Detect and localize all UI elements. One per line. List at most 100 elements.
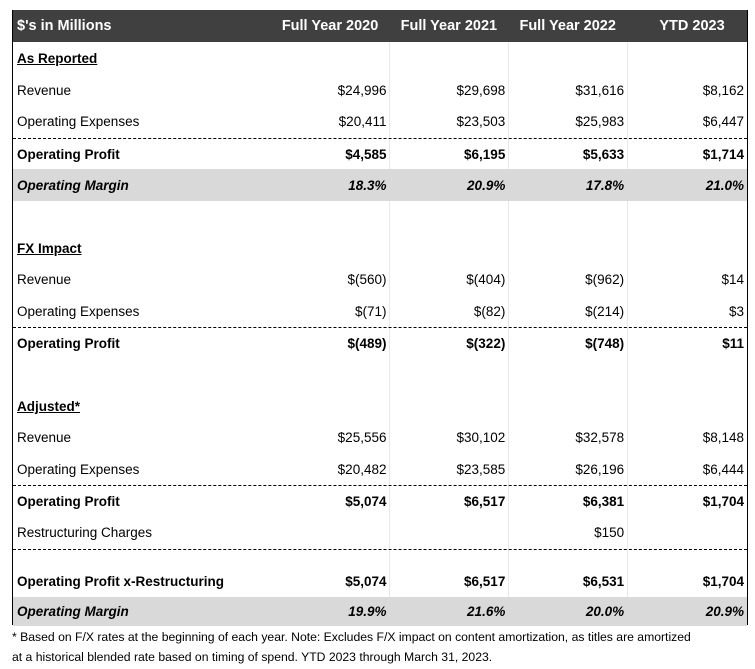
section-header: FX Impact	[13, 233, 747, 265]
value-cell: $(489)	[347, 336, 387, 352]
table-row: Operating Margin 19.9% 21.6% 20.0% 20.9%	[13, 596, 747, 626]
section-header: Adjusted*	[13, 391, 747, 423]
value-cell: 21.0%	[705, 177, 745, 193]
column-header: Full Year 2022	[519, 18, 616, 34]
column-divider	[508, 42, 509, 623]
table-row: Restructuring Charges $150	[13, 517, 747, 549]
value-cell: $(71)	[354, 304, 387, 320]
row-label: Operating Expenses	[13, 304, 271, 319]
footnote: * Based on F/X rates at the beginning of…	[12, 627, 752, 667]
table-row: Revenue $(560) $(404) $(962) $14	[13, 264, 747, 296]
value-cell: $24,996	[337, 82, 387, 98]
value-cell: $(214)	[585, 304, 625, 320]
column-divider	[627, 42, 628, 623]
value-cell: $(962)	[585, 272, 625, 288]
value-cell: $6,517	[464, 494, 506, 510]
row-label: Operating Margin	[13, 604, 271, 619]
value-cell: $5,074	[345, 494, 387, 510]
row-label-text: FX Impact	[17, 240, 82, 256]
value-cell: 19.9%	[348, 603, 387, 619]
row-label-text: Operating Profit	[17, 146, 120, 162]
value-cell: $25,556	[337, 430, 387, 446]
value-cell: $20,411	[338, 114, 387, 130]
financial-table: $'s in Millions Full Year 2020 Full Year…	[12, 10, 748, 626]
value-cell: $4,585	[345, 146, 387, 162]
table-header: $'s in Millions Full Year 2020 Full Year…	[13, 10, 747, 42]
value-cell: $20,482	[337, 462, 387, 478]
column-header: Full Year 2021	[400, 18, 498, 34]
value-cell: 20.0%	[585, 603, 625, 619]
row-label-text: Operating Profit	[17, 336, 120, 352]
value-cell: $31,616	[575, 82, 625, 98]
value-cell: $23,503	[456, 114, 506, 130]
row-label: Operating Expenses	[13, 114, 271, 129]
row-label: Revenue	[13, 83, 271, 98]
value-cell: $150	[594, 525, 625, 541]
value-cell: $29,698	[456, 82, 506, 98]
column-header: YTD 2023	[659, 18, 725, 34]
value-cell: $25,983	[575, 114, 625, 130]
row-label-text: As Reported	[17, 51, 98, 67]
row-label: Operating Profit	[13, 336, 271, 351]
row-label-text: Adjusted*	[17, 398, 81, 414]
value-cell: $5,074	[345, 573, 387, 589]
header-label: $'s in Millions	[17, 18, 112, 34]
row-label-text: Operating Margin	[17, 603, 129, 619]
row-label-text: Revenue	[17, 430, 72, 446]
value-cell: $(322)	[466, 336, 506, 352]
value-cell: 18.3%	[348, 177, 387, 193]
row-label-text: Operating Profit	[17, 494, 120, 510]
value-cell: $23,585	[456, 462, 506, 478]
table-row: Revenue $25,556 $30,102 $32,578 $8,148	[13, 422, 747, 454]
row-label-text: Restructuring Charges	[17, 525, 153, 541]
value-cell: $3	[728, 304, 745, 320]
value-cell: $1,704	[702, 573, 745, 589]
row-label-text: Revenue	[17, 82, 72, 98]
value-cell: 20.9%	[467, 177, 506, 193]
footnote-line: * Based on F/X rates at the beginning of…	[12, 630, 691, 644]
value-cell: $32,578	[575, 430, 625, 446]
value-cell: 21.6%	[467, 603, 506, 619]
footnote-line: at a historical blended rate based on ti…	[12, 650, 493, 664]
row-label: Operating Expenses	[13, 462, 271, 477]
table-row: Operating Profit x-Restructuring $5,074 $6…	[13, 548, 747, 597]
value-cell: $30,102	[456, 430, 506, 446]
table-row: Operating Margin 18.3% 20.9% 17.8% 21.0%	[13, 169, 747, 201]
table-row: Operating Profit $5,074 $6,517 $6,381 $1,704	[13, 485, 747, 517]
row-label: Operating Profit	[13, 147, 271, 162]
value-cell: $(404)	[466, 272, 506, 288]
row-label: Revenue	[13, 430, 271, 445]
table-row	[13, 359, 747, 391]
row-label-text: Operating Expenses	[17, 304, 140, 320]
row-label-text: Operating Profit x-Restructuring	[17, 573, 225, 589]
row-label: Operating Profit x-Restructuring	[13, 574, 271, 589]
value-cell: $(560)	[347, 272, 387, 288]
row-label: Adjusted*	[13, 399, 271, 414]
row-label: Operating Margin	[13, 178, 271, 193]
value-cell: $(748)	[585, 336, 625, 352]
value-cell: $(82)	[473, 304, 506, 320]
table-row: Revenue $24,996 $29,698 $31,616 $8,162	[13, 75, 747, 107]
value-cell: $1,714	[702, 146, 745, 162]
value-cell: $5,633	[582, 146, 625, 162]
table-row	[13, 201, 747, 233]
row-label: Operating Profit	[13, 494, 271, 509]
row-label-text: Operating Expenses	[17, 114, 140, 130]
row-label: Revenue	[13, 272, 271, 287]
row-label: Restructuring Charges	[13, 525, 271, 540]
table-row: Operating Profit $4,585 $6,195 $5,633 $1,714	[13, 137, 747, 170]
value-cell: $6,444	[702, 462, 745, 478]
row-label-text: Revenue	[17, 272, 72, 288]
value-cell: $8,148	[702, 430, 745, 446]
value-cell: $6,517	[464, 573, 506, 589]
value-cell: $11	[722, 336, 745, 352]
row-label: As Reported	[13, 51, 271, 66]
table-row: Operating Profit $(489) $(322) $(748) $11	[13, 327, 747, 359]
row-label: FX Impact	[13, 241, 271, 256]
table-row: Operating Expenses $(71) $(82) $(214) $3	[13, 296, 747, 328]
value-cell: $26,196	[575, 462, 625, 478]
value-cell: $14	[721, 272, 745, 288]
value-cell: $6,531	[582, 573, 625, 589]
column-header: Full Year 2020	[281, 18, 379, 34]
table-row: Operating Expenses $20,411 $23,503 $25,983 $…	[13, 106, 747, 138]
